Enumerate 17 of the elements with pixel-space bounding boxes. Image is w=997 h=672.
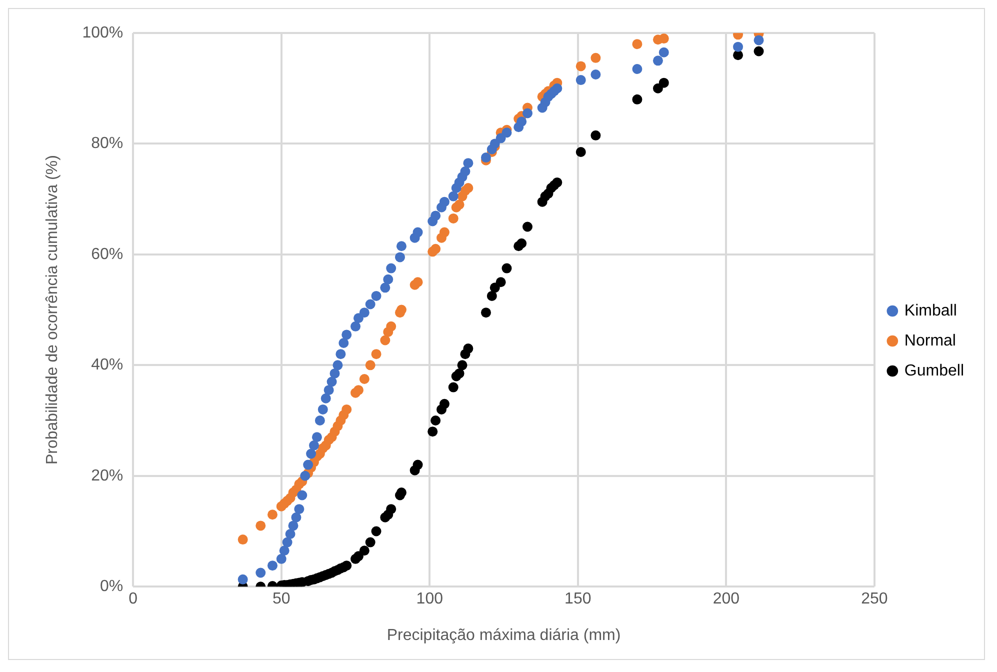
- x-tick-label: 0: [128, 590, 138, 608]
- x-tick-label: 50: [272, 590, 290, 608]
- legend-label: Normal: [904, 332, 956, 350]
- y-tick-label: 80%: [91, 135, 124, 152]
- legend-label: Gumbell: [904, 362, 964, 380]
- x-tick-label: 250: [861, 590, 888, 608]
- y-tick-label: 60%: [91, 246, 124, 263]
- x-axis-title: Precipitação máxima diária (mm): [386, 626, 621, 644]
- legend-label: Kimball: [904, 302, 957, 320]
- y-tick-label: 20%: [91, 467, 124, 484]
- y-tick-label: 0%: [100, 578, 124, 596]
- y-tick-label: 40%: [91, 356, 124, 374]
- y-tick-label: 100%: [82, 24, 124, 42]
- x-tick-label: 100: [416, 590, 444, 608]
- x-tick-label: 200: [712, 590, 740, 608]
- y-axis-title: Probabilidade de ocorrência cumulativa (%): [44, 155, 62, 465]
- x-tick-label: 150: [564, 590, 592, 608]
